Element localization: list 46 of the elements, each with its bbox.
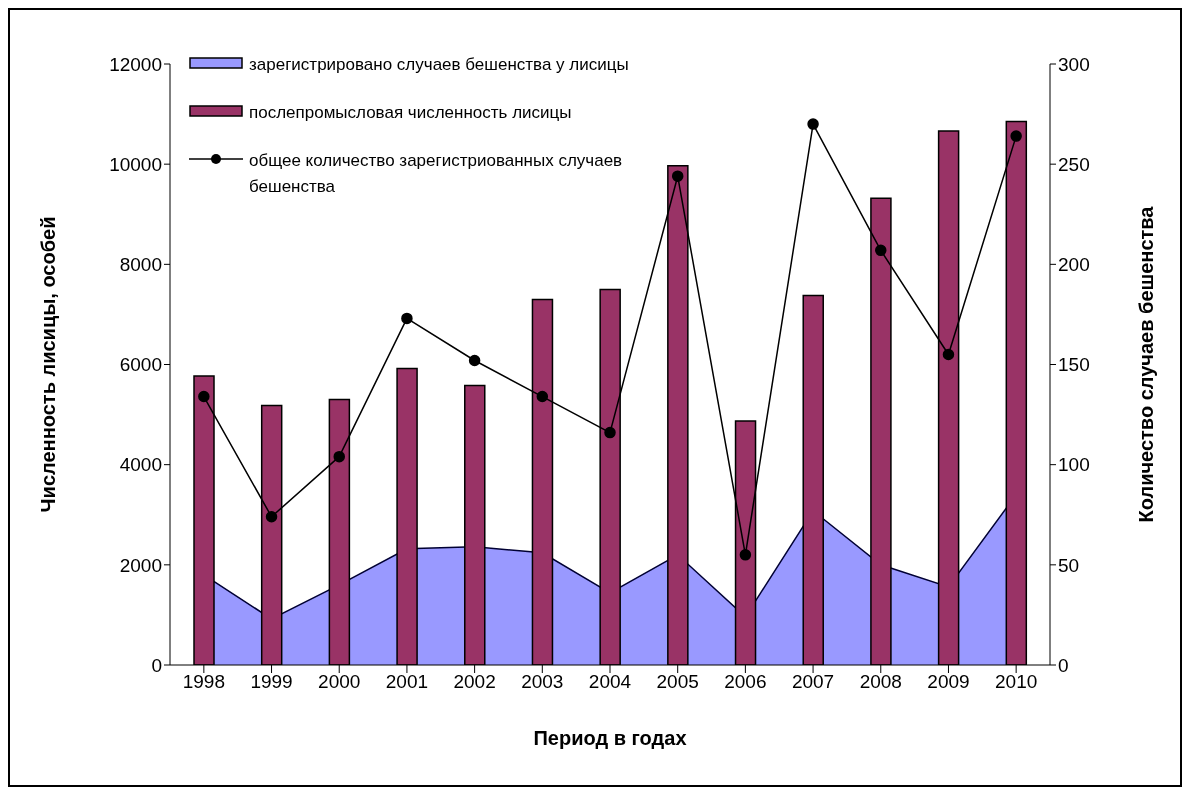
point bbox=[739, 549, 752, 561]
x-tick-label: 2005 bbox=[656, 671, 699, 693]
y2-tick-label: 50 bbox=[1058, 554, 1080, 576]
y-tick-label: 10000 bbox=[109, 153, 162, 175]
legend-label: послепромысловая численность лисицы bbox=[249, 102, 573, 124]
x-tick-label: 2006 bbox=[724, 671, 767, 693]
point bbox=[807, 118, 819, 130]
y2-tick-label: 200 bbox=[1058, 254, 1090, 276]
x-tick-label: 2000 bbox=[318, 671, 361, 693]
y-tick-label: 12000 bbox=[109, 53, 162, 75]
y2-tick-label: 150 bbox=[1058, 354, 1090, 376]
y2-tick-label: 100 bbox=[1058, 454, 1090, 476]
x-tick-label: 2008 bbox=[859, 671, 902, 693]
point bbox=[468, 354, 481, 367]
point bbox=[604, 426, 616, 439]
point bbox=[401, 312, 413, 325]
y-axis-title: Численность лисицы, особей bbox=[37, 216, 60, 513]
x-tick-label: 2007 bbox=[791, 671, 835, 693]
point bbox=[198, 390, 210, 403]
x-tick-label: 1998 bbox=[182, 671, 225, 693]
point bbox=[942, 348, 955, 361]
y-tick-label: 6000 bbox=[119, 354, 162, 376]
x-axis-title: Период в годах bbox=[533, 727, 687, 749]
x-tick-label: 2002 bbox=[453, 671, 496, 693]
x-tick-label: 2004 bbox=[588, 671, 632, 693]
x-tick-label: 2010 bbox=[995, 671, 1038, 693]
x-tick-label: 2009 bbox=[927, 671, 970, 693]
point bbox=[333, 450, 345, 463]
y-tick-label: 8000 bbox=[119, 254, 162, 276]
point bbox=[265, 511, 278, 523]
y-tick-label: 4000 bbox=[119, 454, 162, 476]
y2-tick-label: 0 bbox=[1058, 654, 1069, 676]
point bbox=[1010, 130, 1022, 142]
legend-label: зарегистрировано случаев бешенства у лисицы bbox=[249, 54, 630, 76]
x-tick-label: 1999 bbox=[250, 671, 293, 693]
x-tick-label: 2001 bbox=[385, 671, 429, 693]
legend-label: общее количество зарегистриованных случаев бешенства bbox=[249, 150, 624, 198]
y-tick-label: 2000 bbox=[119, 554, 162, 576]
point bbox=[671, 170, 684, 182]
y2-tick-label: 300 bbox=[1058, 53, 1090, 75]
y-tick-label: 0 bbox=[151, 654, 162, 676]
point bbox=[536, 390, 549, 403]
y2-tick-label: 250 bbox=[1058, 153, 1090, 175]
y2-axis-title: Количество случаев бешенства bbox=[1135, 205, 1158, 523]
x-tick-label: 2003 bbox=[521, 671, 564, 693]
point bbox=[875, 244, 887, 257]
